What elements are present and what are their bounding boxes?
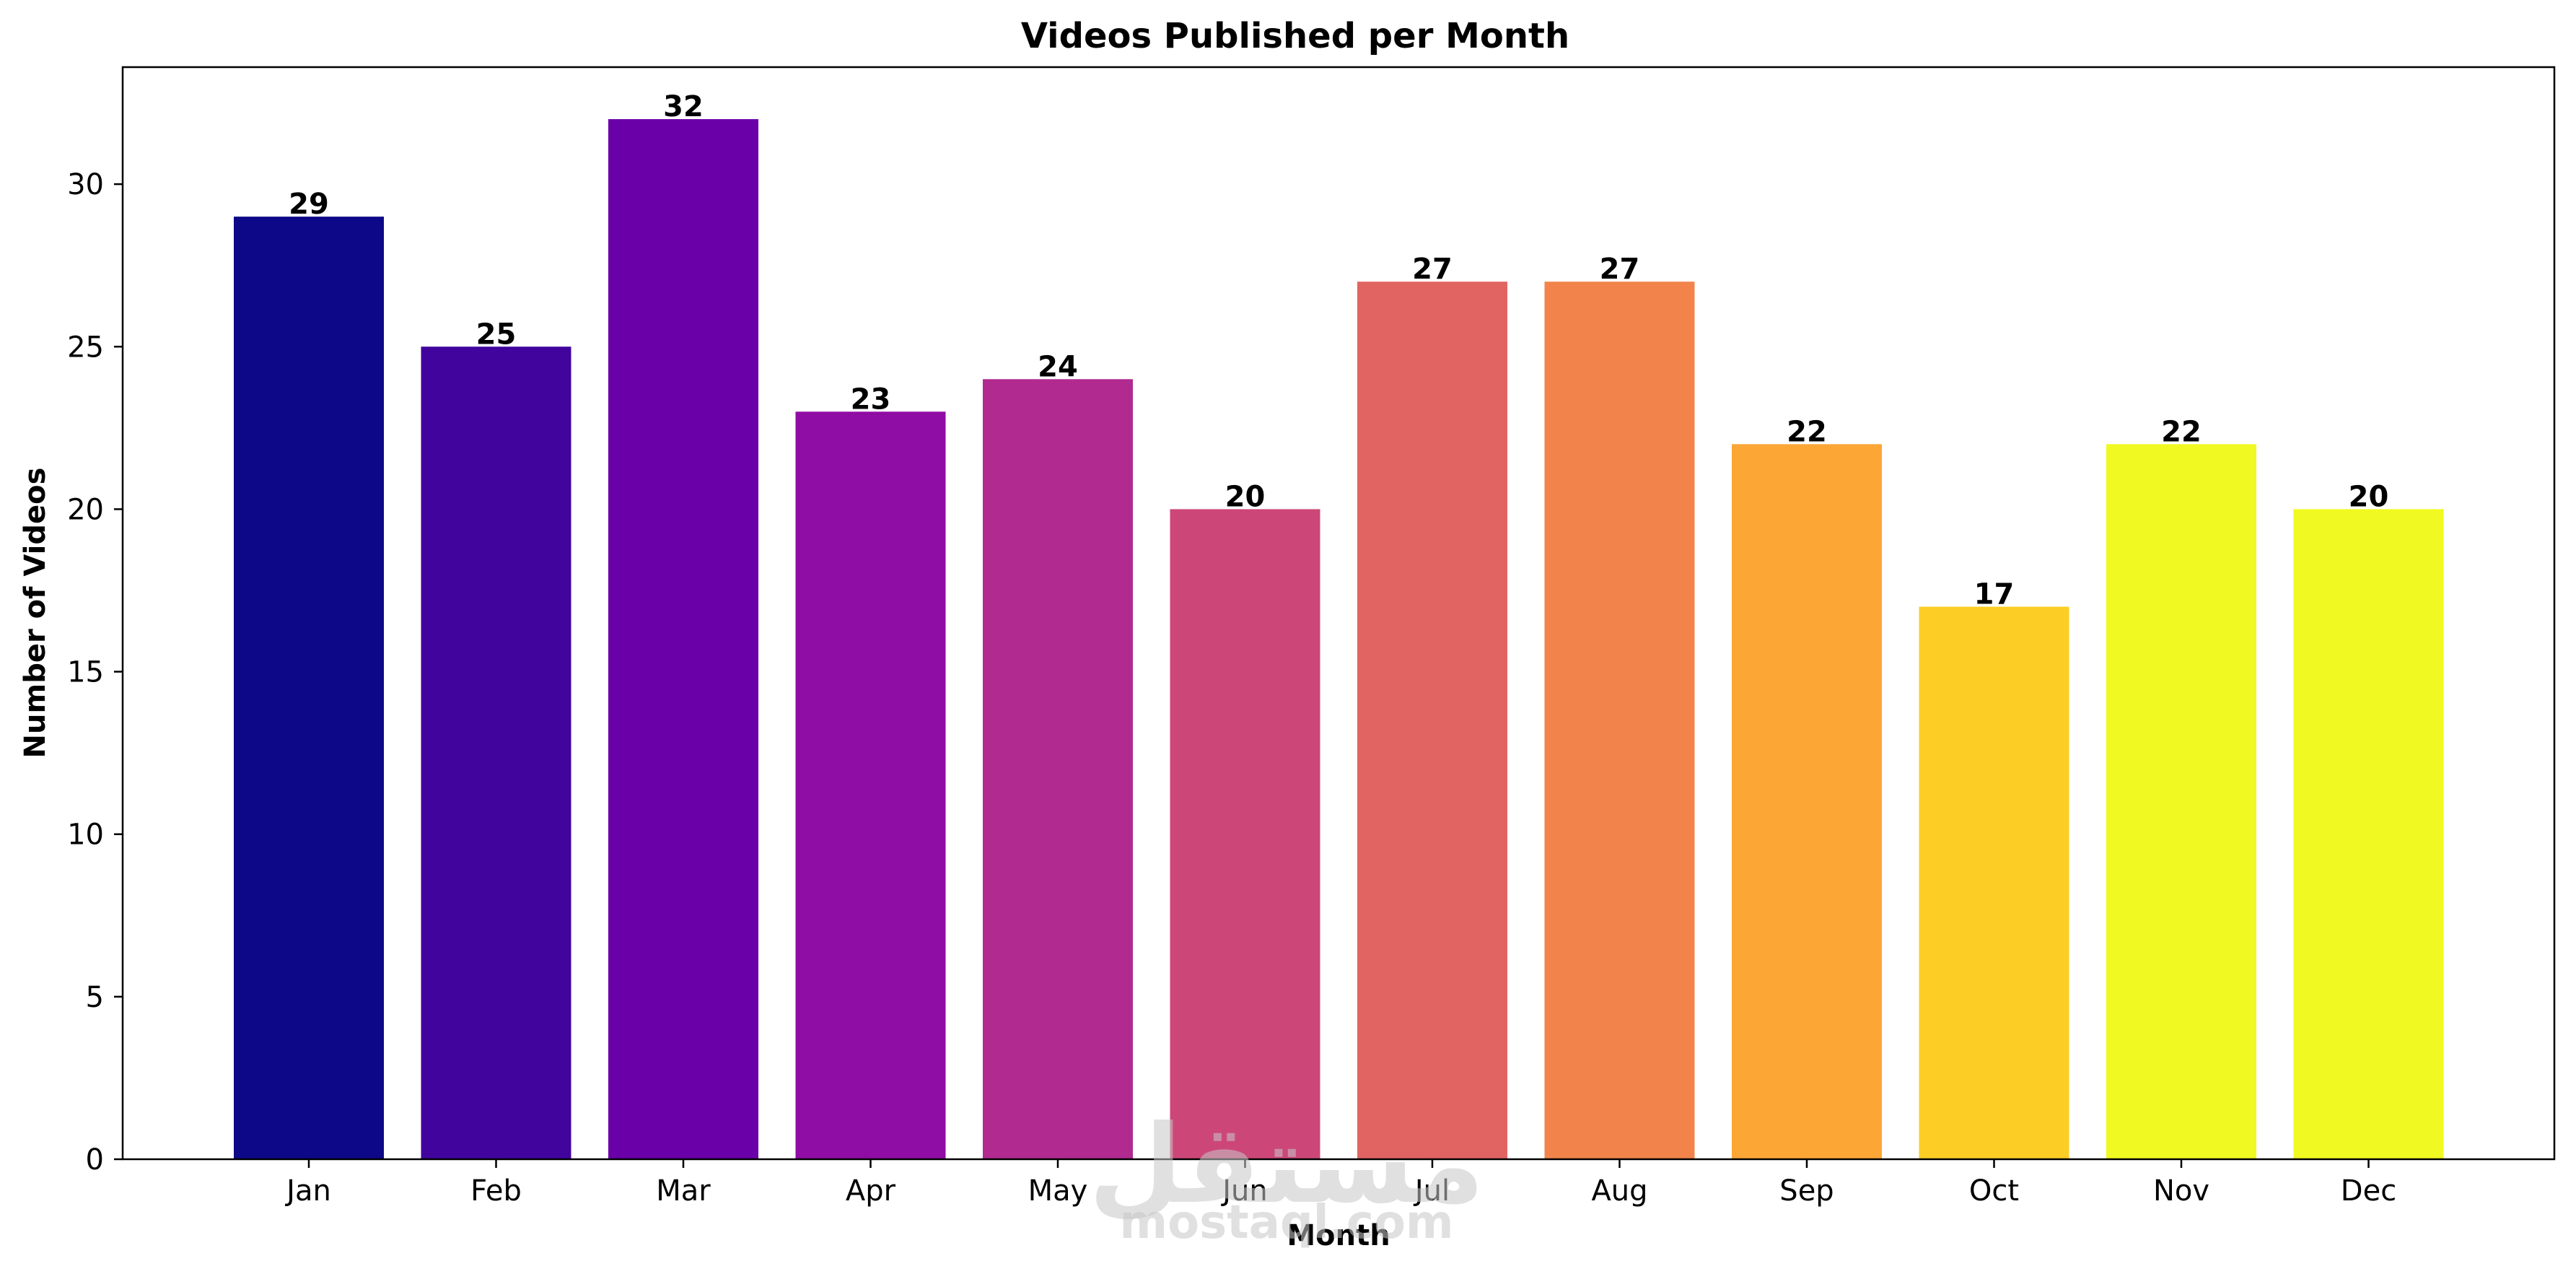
bar-value-label-jan: 29	[289, 188, 329, 221]
x-tick-label-mar: Mar	[656, 1174, 711, 1208]
x-tick-label-apr: Apr	[846, 1174, 896, 1208]
bar-jun	[1170, 509, 1320, 1159]
chart-title: Videos Published per Month	[1021, 16, 1569, 56]
bar-jan	[234, 217, 384, 1159]
bar-value-label-mar: 32	[663, 90, 704, 123]
x-tick-label-aug: Aug	[1591, 1174, 1647, 1208]
bar-aug	[1544, 282, 1695, 1160]
x-tick-label-dec: Dec	[2341, 1174, 2396, 1208]
y-tick-label-20: 20	[67, 493, 104, 526]
y-tick-label-30: 30	[67, 168, 104, 201]
x-tick-label-feb: Feb	[470, 1174, 522, 1208]
y-tick-label-0: 0	[86, 1143, 104, 1177]
bar-nov	[2106, 444, 2256, 1159]
plot-frame	[121, 66, 2556, 1161]
x-tick-label-may: May	[1028, 1174, 1088, 1208]
bar-value-label-sep: 22	[1787, 415, 1827, 448]
bar-value-label-apr: 23	[851, 383, 891, 416]
bar-may	[983, 379, 1133, 1160]
bar-value-label-oct: 17	[1974, 577, 2015, 611]
watermark-arabic: مستقل	[1089, 1102, 1485, 1228]
bar-value-label-feb: 25	[476, 318, 517, 351]
y-axis-ticks: 0 5 10 15 20 25 30	[67, 168, 123, 1177]
bars-group	[234, 119, 2444, 1160]
x-tick-label-sep: Sep	[1779, 1174, 1834, 1208]
bar-value-label-may: 24	[1038, 350, 1078, 383]
y-tick-label-25: 25	[67, 331, 104, 364]
x-tick-label-nov: Nov	[2153, 1174, 2209, 1208]
y-tick-label-15: 15	[67, 656, 104, 689]
bar-value-label-jul: 27	[1412, 253, 1453, 286]
bar-apr	[795, 411, 946, 1160]
bar-feb	[421, 346, 571, 1159]
bar-value-label-aug: 27	[1600, 253, 1640, 286]
bar-dec	[2293, 509, 2444, 1159]
y-tick-label-10: 10	[67, 819, 104, 852]
x-tick-label-jun: Jun	[1220, 1174, 1268, 1208]
bar-jul	[1357, 282, 1507, 1160]
x-tick-label-jul: Jul	[1413, 1174, 1450, 1208]
bar-value-label-nov: 22	[2161, 415, 2202, 448]
watermark-latin: mostaql.com	[1119, 1196, 1453, 1249]
bar-mar	[608, 119, 758, 1160]
bar-value-label-dec: 20	[2349, 480, 2389, 513]
bar-value-label-jun: 20	[1225, 480, 1266, 513]
bar-value-labels: 29 25 32 23 24 20 27 27 22 17 22 20	[289, 90, 2388, 611]
x-tick-label-jan: Jan	[284, 1174, 331, 1208]
x-axis-label: Month	[1287, 1219, 1390, 1252]
x-tick-label-oct: Oct	[1969, 1174, 2019, 1208]
watermark: مستقل mostaql.com	[1089, 1102, 1485, 1249]
bar-oct	[1919, 606, 2069, 1159]
y-axis-label: Number of Videos	[19, 468, 52, 759]
x-axis-ticks: Jan Feb Mar Apr May Jun Jul Aug Sep Oct Nov Dec	[284, 1159, 2396, 1208]
bar-sep	[1732, 444, 1882, 1159]
y-tick-label-5: 5	[86, 981, 104, 1014]
